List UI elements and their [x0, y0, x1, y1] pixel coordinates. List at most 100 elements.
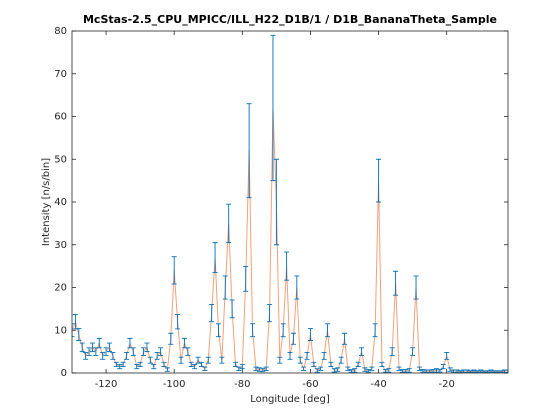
error-bar — [304, 352, 310, 360]
error-bar — [175, 313, 181, 330]
error-bar — [352, 368, 358, 373]
error-bar — [379, 361, 385, 368]
error-bar — [202, 366, 208, 371]
error-bar — [342, 332, 347, 345]
error-bar — [215, 323, 221, 338]
error-bar — [124, 352, 129, 360]
error-bar — [331, 368, 337, 373]
error-bar — [250, 323, 256, 338]
error-bar — [338, 356, 344, 364]
error-bar — [386, 368, 392, 373]
y-tick-label: 10 — [54, 325, 67, 336]
error-bar — [335, 367, 341, 372]
error-bar — [260, 367, 266, 373]
error-bar — [270, 34, 276, 182]
y-tick-label: 0 — [61, 368, 67, 379]
error-bar — [406, 368, 412, 373]
error-bar — [243, 266, 249, 292]
error-bar — [444, 352, 450, 360]
error-bar — [369, 366, 375, 371]
error-bar — [396, 366, 402, 371]
error-bar — [185, 347, 191, 356]
error-bar — [89, 342, 95, 353]
error-bar — [273, 158, 279, 246]
error-bar — [372, 323, 378, 338]
error-bar — [328, 361, 334, 368]
error-bar — [130, 347, 136, 356]
y-axis-label: Intensity [n/s/bin] — [41, 158, 52, 246]
error-bar — [212, 242, 218, 273]
error-bar — [188, 361, 194, 368]
error-bar — [96, 337, 102, 349]
error-bar — [324, 323, 330, 338]
plot-frame — [71, 30, 509, 374]
error-bar — [393, 270, 399, 296]
x-axis-label: Longitude [deg] — [250, 394, 330, 405]
error-bar — [447, 367, 453, 372]
x-tick-label: -80 — [234, 379, 250, 390]
error-bar — [76, 328, 82, 341]
error-bar — [246, 103, 252, 199]
error-bar — [253, 366, 259, 371]
x-tick-label: -60 — [302, 379, 318, 390]
error-bar — [86, 347, 92, 356]
error-bar — [106, 342, 112, 353]
error-bar — [120, 361, 126, 368]
error-bar — [209, 304, 215, 323]
x-tick-label: -100 — [163, 379, 186, 390]
error-bar — [318, 366, 324, 371]
error-bar — [365, 369, 371, 373]
error-bar — [355, 361, 361, 368]
error-bar — [359, 347, 365, 356]
error-bar — [113, 361, 119, 368]
error-bar — [314, 368, 320, 373]
error-bar — [171, 256, 177, 285]
error-bar — [100, 352, 106, 360]
chart-title: McStas-2.5_CPU_MPICC/ILL_H22_D1B/1 / D1B… — [83, 13, 497, 26]
y-tick-label: 70 — [54, 69, 67, 80]
error-bar — [178, 356, 184, 364]
x-tick-label: -40 — [370, 379, 386, 390]
error-bar — [362, 367, 368, 372]
error-bar — [297, 356, 303, 364]
error-bar — [168, 332, 174, 345]
error-bar — [267, 304, 273, 323]
error-bar — [307, 328, 313, 341]
error-bar — [311, 361, 317, 368]
error-bar — [134, 364, 140, 370]
error-bar — [110, 352, 116, 360]
error-bar — [151, 364, 157, 370]
error-bar — [294, 275, 300, 300]
error-bar — [413, 275, 419, 300]
error-bar — [164, 367, 170, 372]
error-bar — [154, 352, 160, 360]
error-bar — [301, 366, 307, 371]
error-bar — [437, 369, 443, 373]
error-bar — [239, 364, 245, 370]
error-bar — [83, 352, 89, 360]
error-bar — [219, 356, 225, 364]
y-tick-label: 20 — [54, 283, 67, 294]
error-bar — [505, 369, 508, 373]
error-bar — [284, 251, 290, 281]
error-bar — [222, 275, 228, 300]
error-bar — [290, 332, 296, 345]
error-bar — [263, 366, 269, 371]
y-tick-label: 60 — [54, 112, 67, 123]
y-tick-label: 40 — [54, 197, 67, 208]
error-bar — [229, 299, 235, 319]
error-bar — [345, 366, 351, 371]
error-bar — [158, 347, 164, 356]
error-bar — [103, 347, 109, 356]
error-bar — [117, 364, 123, 370]
error-bar — [236, 366, 242, 371]
y-tick-label: 80 — [54, 26, 67, 37]
error-bar — [287, 352, 293, 360]
error-bar — [79, 342, 85, 353]
error-bar — [277, 356, 283, 364]
error-bar — [205, 356, 211, 364]
error-bar — [280, 323, 286, 338]
y-tick-label: 30 — [54, 240, 67, 251]
